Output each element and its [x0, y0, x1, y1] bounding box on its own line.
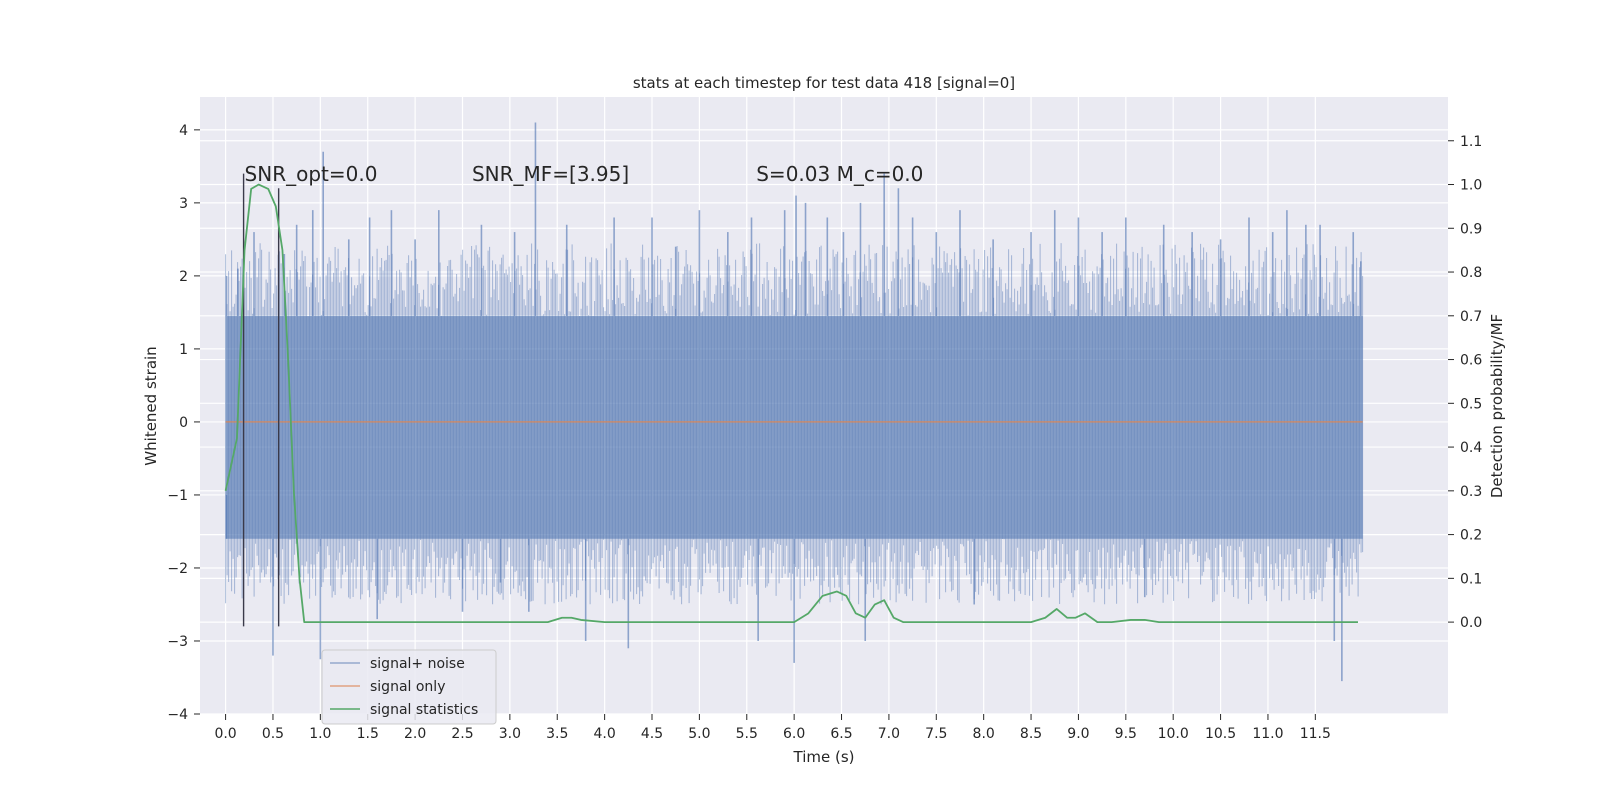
x-tick-label: 9.0 — [1067, 726, 1089, 742]
noise-core-band — [225, 316, 1363, 539]
legend: signal+ noise signal only signal statist… — [321, 649, 497, 725]
x-tick-label: 8.0 — [973, 726, 995, 742]
y-left-tick-label: 2 — [179, 269, 188, 285]
y-left-tick-label: 1 — [179, 342, 188, 358]
y-left-tick-label: −4 — [167, 707, 188, 723]
x-tick-label: 7.5 — [925, 726, 947, 742]
x-tick-label: 2.0 — [404, 726, 426, 742]
x-tick-label: 4.0 — [593, 726, 615, 742]
y-right-tick-label: 0.8 — [1460, 265, 1482, 281]
y-right-tick-label: 1.0 — [1460, 178, 1482, 194]
x-tick-label: 5.5 — [736, 726, 758, 742]
y-right-tick-label: 0.0 — [1460, 615, 1482, 631]
x-tick-label: 4.5 — [641, 726, 663, 742]
x-tick-label: 0.5 — [262, 726, 284, 742]
legend-label-signal-noise: signal+ noise — [370, 656, 465, 672]
x-tick-label: 3.0 — [499, 726, 521, 742]
y-right-tick-label: 0.3 — [1460, 484, 1482, 500]
y-right-tick-label: 0.9 — [1460, 221, 1482, 237]
x-tick-label: 6.0 — [783, 726, 805, 742]
noise-trace — [225, 243, 1364, 605]
x-axis-label: Time (s) — [793, 748, 855, 766]
x-tick-label: 1.0 — [309, 726, 331, 742]
x-tick-label: 10.0 — [1158, 726, 1189, 742]
y-axis-label-right: Detection probability/MF — [1488, 314, 1506, 498]
annotation: SNR_MF=[3.95] — [472, 162, 629, 186]
x-tick-label: 8.5 — [1020, 726, 1042, 742]
y-right-tick-label: 1.1 — [1460, 134, 1482, 150]
x-tick-label: 0.0 — [214, 726, 236, 742]
x-tick-label: 9.5 — [1115, 726, 1137, 742]
signal-statistics-line — [224, 183, 1358, 624]
y-right-tick-label: 0.4 — [1460, 440, 1482, 456]
annotation: S=0.03 M_c=0.0 — [756, 162, 923, 186]
annotations: SNR_opt=0.0 SNR_MF=[3.95] S=0.03 M_c=0.0 — [245, 162, 924, 186]
y-axis-label-left: Whitened strain — [142, 346, 160, 465]
y-left-tick-label: −1 — [167, 488, 188, 504]
series-layer — [224, 122, 1364, 682]
y-right-tick-label: 0.6 — [1460, 353, 1482, 369]
x-tick-label: 10.5 — [1205, 726, 1236, 742]
y-left-tick-label: 4 — [179, 123, 188, 139]
x-tick-label: 2.5 — [451, 726, 473, 742]
y-left-tick-label: 3 — [179, 196, 188, 212]
y-left-tick-label: −2 — [167, 561, 188, 577]
x-tick-label: 1.5 — [357, 726, 379, 742]
annotation: SNR_opt=0.0 — [245, 162, 378, 186]
y-left-tick-label: −3 — [167, 634, 188, 650]
x-tick-label: 5.0 — [688, 726, 710, 742]
y-left-tick-label: 0 — [179, 415, 188, 431]
axes-layer: 0.0 0.5 1.0 1.5 2.0 2.5 3.0 3.5 4.0 4.5 5.0 5.5 6.0 6… — [167, 123, 1482, 742]
x-tick-label: 7.0 — [878, 726, 900, 742]
y-right-tick-label: 0.7 — [1460, 309, 1482, 325]
x-tick-label: 3.5 — [546, 726, 568, 742]
chart-title: stats at each timestep for test data 418… — [633, 74, 1015, 92]
x-tick-label: 11.0 — [1252, 726, 1283, 742]
legend-label-signal-only: signal only — [370, 679, 445, 695]
legend-label-signal-statistics: signal statistics — [370, 702, 478, 718]
y-right-tick-label: 0.2 — [1460, 528, 1482, 544]
x-tick-label: 6.5 — [830, 726, 852, 742]
y-right-tick-label: 0.5 — [1460, 396, 1482, 412]
x-tick-label: 11.5 — [1300, 726, 1331, 742]
y-right-tick-label: 0.1 — [1460, 571, 1482, 587]
legend-box — [321, 649, 497, 725]
